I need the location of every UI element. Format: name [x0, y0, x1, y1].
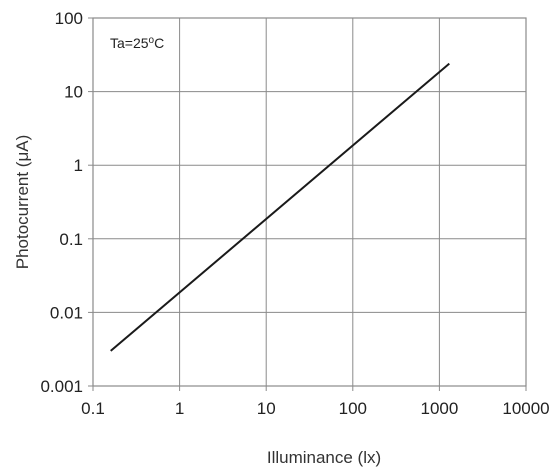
y-tick-label: 1 [74, 156, 83, 175]
x-tick-label: 10000 [502, 399, 549, 418]
y-tick-label: 0.01 [50, 303, 83, 322]
y-tick-label: 10 [64, 83, 83, 102]
y-axis-ticks: 0.001 0.01 0.1 1 10 100 [40, 9, 93, 396]
plot-area [92, 17, 527, 387]
y-tick-label: 0.1 [59, 230, 83, 249]
grid [92, 17, 527, 387]
y-tick-label: 0.001 [40, 377, 83, 396]
y-axis-label: Photocurrent (μA) [13, 135, 32, 270]
x-tick-label: 0.1 [81, 399, 105, 418]
x-axis-label: Illuminance (lx) [267, 448, 381, 467]
x-tick-label: 100 [339, 399, 367, 418]
x-tick-label: 1000 [420, 399, 458, 418]
x-axis-ticks: 0.1 1 10 100 1000 10000 [81, 386, 550, 418]
photocurrent-series-line [110, 62, 450, 352]
temperature-annotation: Ta=25oC [110, 35, 164, 51]
series-layer [110, 62, 450, 352]
y-tick-label: 100 [55, 9, 83, 28]
x-tick-label: 1 [175, 399, 184, 418]
x-tick-label: 10 [257, 399, 276, 418]
